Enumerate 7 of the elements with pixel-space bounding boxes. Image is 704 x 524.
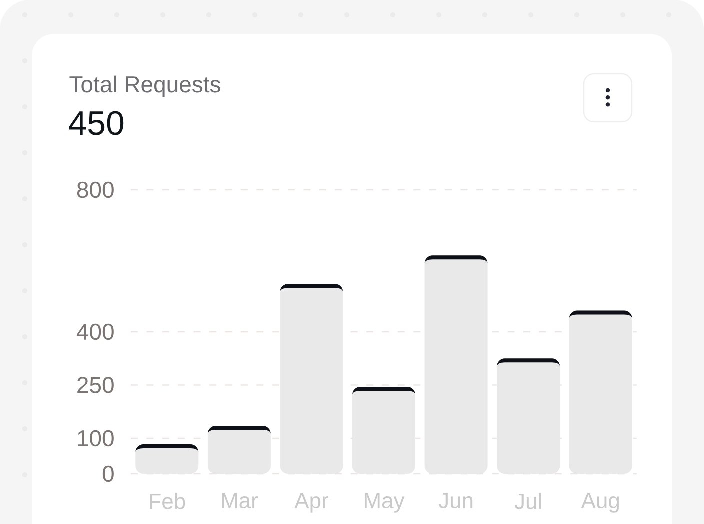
chart-title: Total Requests <box>70 76 220 98</box>
y-tick-label: 100 <box>78 430 114 447</box>
y-tick-label: 0 <box>102 466 114 482</box>
y-tick-label: 800 <box>77 182 114 198</box>
chart-subtitle: 450 <box>68 111 124 136</box>
y-tick-label: 250 <box>78 377 114 394</box>
y-tick-label: 400 <box>76 324 114 340</box>
